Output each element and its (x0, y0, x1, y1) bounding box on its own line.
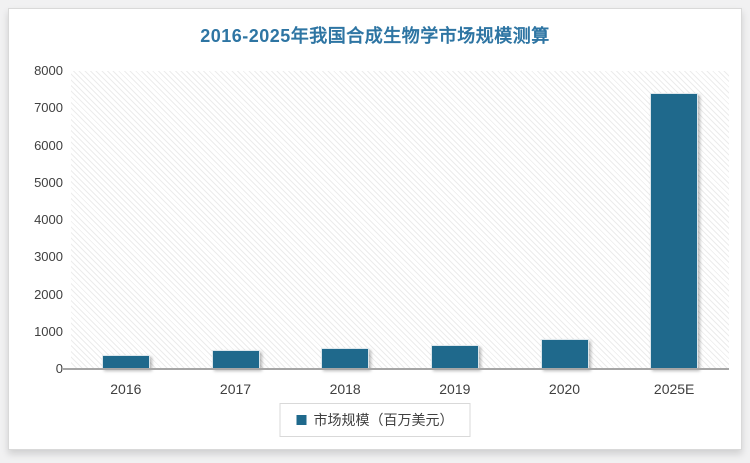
y-axis-label-1000: 1000 (34, 323, 63, 339)
y-axis-label-5000: 5000 (34, 174, 63, 190)
y-axis-label-3000: 3000 (34, 249, 63, 265)
chart-title: 2016-2025年我国合成生物学市场规模测算 (200, 26, 550, 46)
y-axis-label-8000: 8000 (34, 63, 63, 78)
y-axis-label-7000: 7000 (34, 100, 63, 116)
legend-marker-square-icon (296, 415, 307, 425)
x-axis-label-2016: 2016 (110, 381, 142, 397)
legend: 市场规模（百万美元） (279, 403, 471, 437)
x-axis-label-2019: 2019 (439, 381, 471, 397)
y-axis-label-2000: 2000 (34, 286, 63, 302)
y-axis-label-4000: 4000 (34, 212, 63, 227)
legend-label: 市场规模（百万美元） (313, 412, 454, 428)
y-axis-label-0: 0 (55, 361, 63, 376)
bar-2018 (321, 348, 370, 369)
x-axis-label-2020: 2020 (548, 381, 581, 397)
y-axis-label-6000: 6000 (34, 137, 63, 153)
x-axis-label-2017: 2017 (219, 381, 252, 397)
bar-2020 (540, 339, 589, 369)
plot-area (71, 71, 729, 369)
bar-2017 (211, 350, 260, 369)
chart-card: 2016-2025年我国合成生物学市场规模测算 0 1000 2000 3000 400… (8, 8, 742, 450)
bar-2025E (650, 93, 699, 369)
x-axis-line (63, 368, 729, 370)
x-axis-label-2018: 2018 (329, 381, 361, 397)
bar-2016 (101, 355, 150, 369)
bar-2019 (430, 345, 479, 369)
x-axis-label-2025E: 2025E (653, 381, 695, 397)
